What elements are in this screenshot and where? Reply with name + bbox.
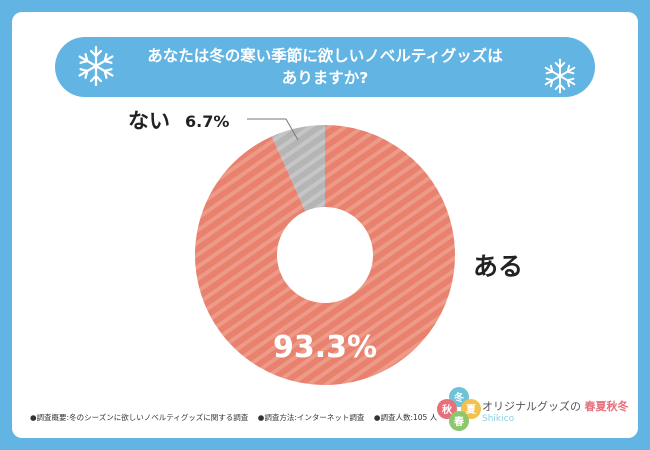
logo-char: 春	[454, 415, 464, 428]
slice-nai	[271, 125, 325, 212]
snowflake-icon	[544, 58, 576, 94]
footnote: ●調査概要:冬のシーズンに欲しいノベルティグッズに関する調査 ●調査方法:インタ…	[30, 412, 437, 423]
title-line-2: ありますか?	[281, 69, 369, 87]
snowflake-icon	[78, 45, 114, 87]
logo-char: 秋	[442, 403, 453, 416]
category-label-nai: ない	[128, 109, 170, 133]
brand-seasons: 春夏秋冬	[584, 400, 629, 413]
leader-line	[285, 118, 299, 141]
value-label-nai: 6.7%	[185, 112, 229, 131]
survey-overview: ●調査概要:冬のシーズンに欲しいノベルティグッズに関する調査	[30, 413, 249, 422]
title-bar: あなたは冬の寒い季節に欲しいノベルティグッズは ありますか?	[55, 37, 595, 97]
value-label-aru: 93.3%	[273, 330, 377, 365]
title-line-1: あなたは冬の寒い季節に欲しいノベルティグッズは	[147, 47, 503, 65]
category-label-aru: ある	[473, 252, 523, 281]
logo-char: 冬	[454, 391, 464, 404]
brand-name: オリジナルグッズの 春夏秋冬	[482, 398, 629, 414]
brand-sub: Shikico	[482, 414, 515, 424]
brand-logo: 冬 夏 秋 春 オリジナルグッズの 春夏秋冬 Shikico	[436, 384, 632, 434]
brand-goods: オリジナルグッズ	[482, 400, 570, 413]
seasons-logo-icon: 冬 夏 秋 春	[437, 387, 481, 431]
survey-count: ●調査人数:105 人	[373, 413, 438, 422]
brand-connector: の	[570, 400, 581, 413]
survey-method: ●調査方法:インターネット調査	[257, 413, 365, 422]
logo-char: 夏	[465, 404, 477, 416]
slice-aru	[194, 125, 455, 386]
